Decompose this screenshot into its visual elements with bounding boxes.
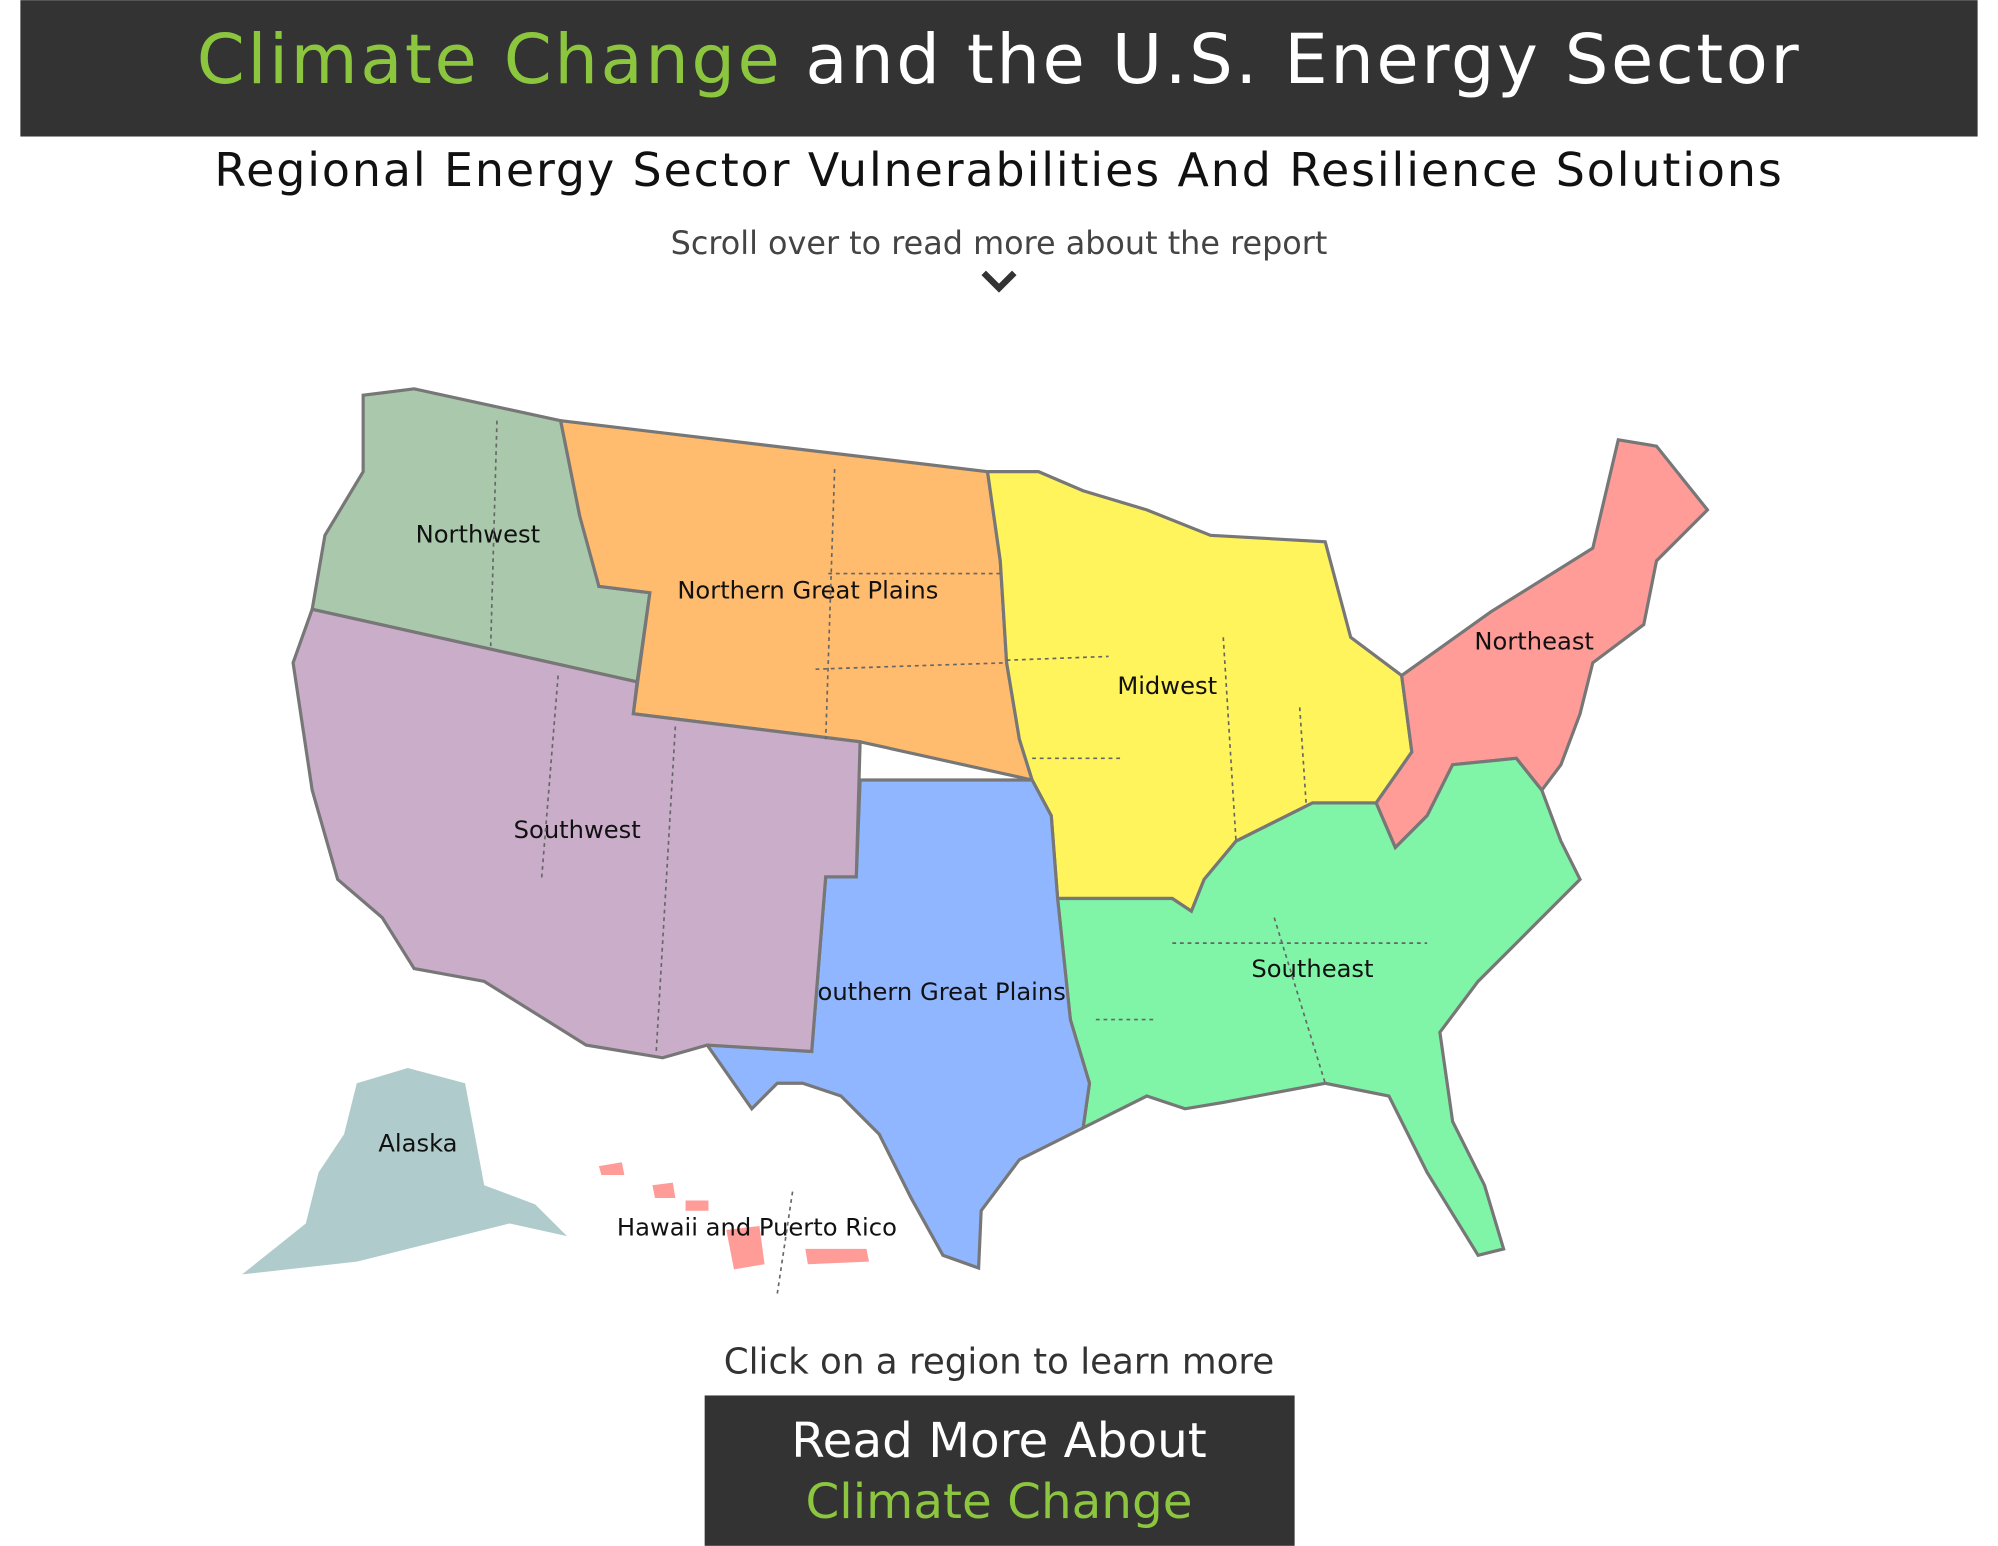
region-label[interactable]: Northeast: [1474, 627, 1594, 655]
region[interactable]: Southeast: [1055, 756, 1582, 1258]
title-highlight: Climate Change: [197, 20, 783, 100]
region-label[interactable]: Northwest: [416, 520, 540, 548]
scroll-hint: Scroll over to read more about the repor…: [671, 224, 1328, 262]
state-border: [815, 661, 1007, 670]
region-label[interactable]: Southeast: [1251, 955, 1373, 983]
region-label[interactable]: Alaska: [378, 1129, 457, 1157]
region-label[interactable]: Hawaii and Puerto Rico: [617, 1214, 897, 1242]
state-border: [1222, 637, 1237, 842]
map: Northwest Northern Great Plains Midwest Nor…: [242, 387, 1710, 1294]
state-border: [489, 420, 498, 651]
region-label[interactable]: Southwest: [514, 816, 641, 844]
region-shape[interactable]: [1055, 756, 1582, 1258]
click-hint: Click on a region to learn more: [724, 1342, 1274, 1383]
region-shape[interactable]: [598, 1162, 625, 1176]
button-bg[interactable]: [704, 1395, 1295, 1546]
state-border: [776, 1191, 794, 1294]
chevron[interactable]: [981, 270, 1017, 293]
region-label[interactable]: Northern Great Plains: [677, 576, 938, 604]
region[interactable]: Alaska: [242, 1067, 568, 1275]
state-border: [824, 469, 836, 740]
button-line1[interactable]: Read More About: [791, 1413, 1207, 1469]
region[interactable]: Southwest: [291, 607, 862, 1060]
region-shape[interactable]: [652, 1182, 676, 1198]
region-label[interactable]: Southern Great Plains: [802, 978, 1066, 1006]
region-label[interactable]: Midwest: [1117, 672, 1217, 700]
region-shape[interactable]: [685, 1200, 709, 1211]
region[interactable]: Northern Great Plains: [558, 418, 1035, 783]
title-rest: and the U.S. Energy Sector: [805, 20, 1801, 100]
region-shape[interactable]: [726, 1225, 765, 1270]
region[interactable]: Northeast: [1374, 437, 1710, 851]
header-title: Climate Change and the U.S. Energy Sector: [197, 20, 1801, 100]
state-border: [1006, 655, 1109, 662]
button-line2[interactable]: Climate Change: [805, 1474, 1192, 1530]
state-border: [1273, 917, 1326, 1084]
subtitle: Regional Energy Sector Vulnerabilities A…: [214, 143, 1783, 197]
state-border: [655, 726, 677, 1052]
region-shape[interactable]: [805, 1248, 870, 1265]
region-shape[interactable]: [242, 1067, 568, 1275]
header-bar: [20, 0, 1978, 137]
region[interactable]: Hawaii and Puerto Rico: [598, 1162, 897, 1270]
state-border: [1298, 707, 1307, 803]
state-border: [540, 675, 559, 880]
read-more-button[interactable]: Read More About Climate Change: [704, 1395, 1295, 1546]
region-shape[interactable]: [291, 607, 862, 1060]
